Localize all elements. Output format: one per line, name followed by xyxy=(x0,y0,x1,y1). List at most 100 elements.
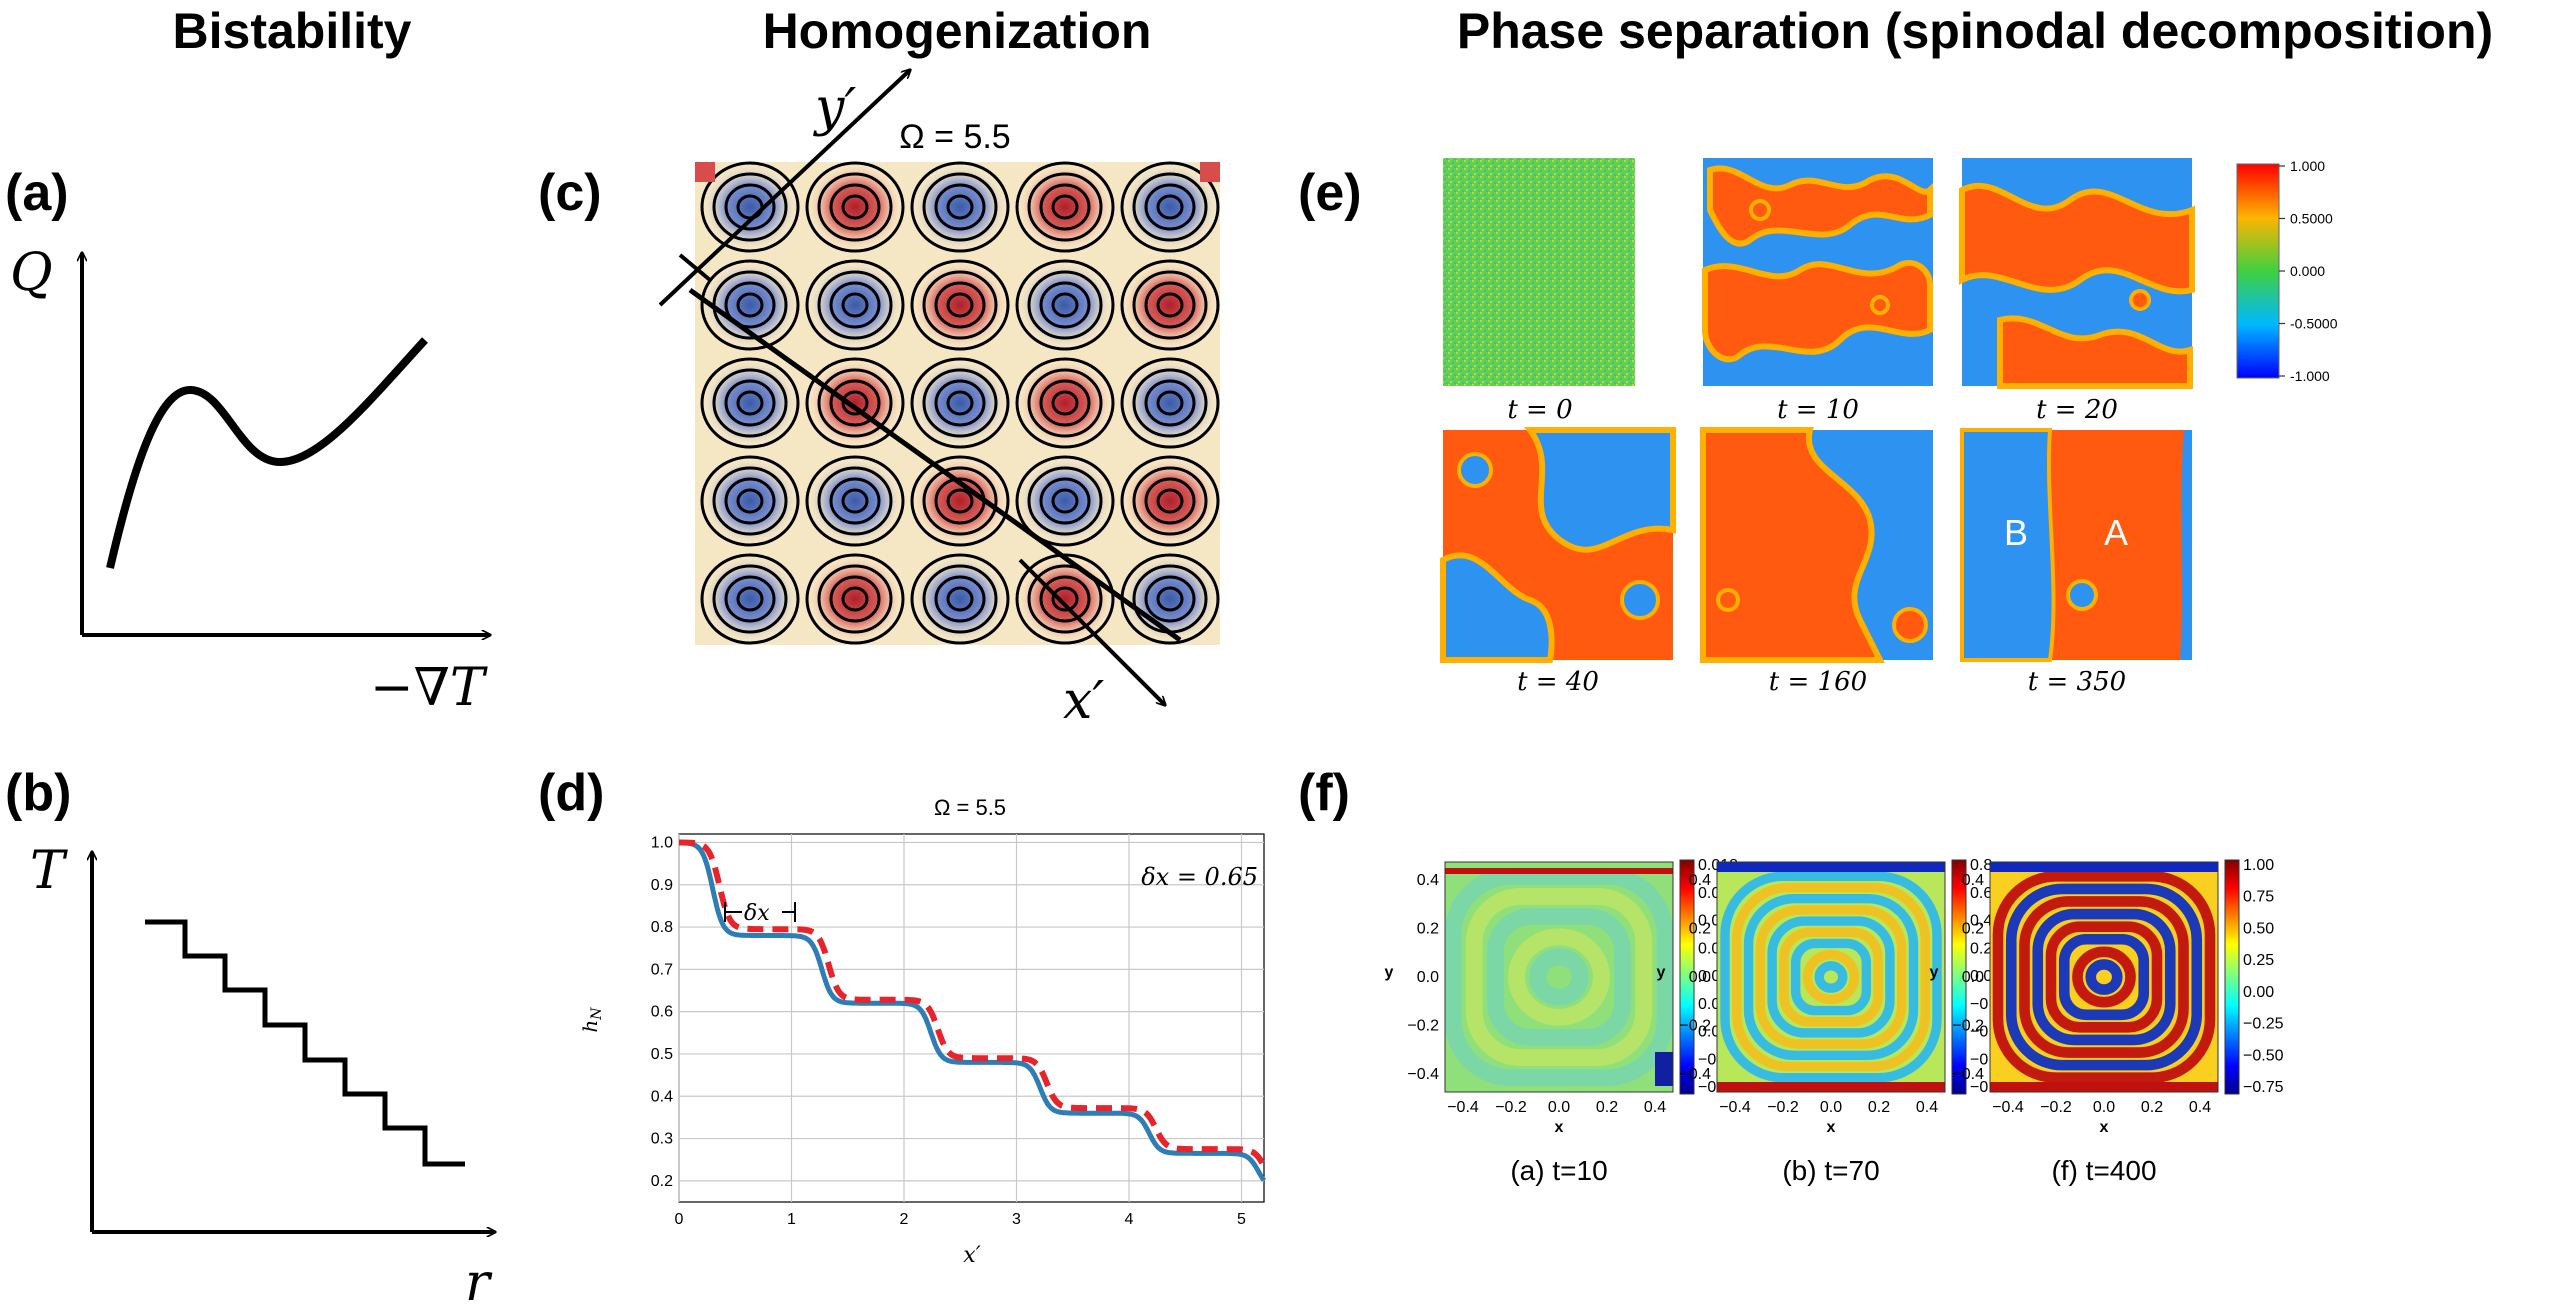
spiral-ring xyxy=(1992,870,2216,1083)
colorbar-f-tick: 0.6 xyxy=(1970,885,1992,902)
colorbar-f xyxy=(1951,859,1967,1095)
spiral-subplot: 0.40.20.0−0.2−0.4−0.4−0.20.00.20.4yx0.01… xyxy=(1385,857,1748,1186)
x-tick-label: −0.4 xyxy=(1719,1099,1751,1116)
section-title-phase-separation: Phase separation (spinodal decomposition… xyxy=(1457,3,2493,59)
corner-fill xyxy=(695,162,715,182)
contour-title: Ω = 5.5 xyxy=(899,118,1010,156)
panel-a: Q −∇T xyxy=(10,243,490,718)
x-tick-label: 0 xyxy=(675,1211,684,1228)
contour-blob xyxy=(700,161,800,253)
panel-label-b: (b) xyxy=(5,764,71,822)
spiral-ring xyxy=(2058,933,2150,1021)
x-tick-label: 3 xyxy=(1012,1211,1021,1228)
contour-blob xyxy=(1120,161,1220,253)
y-tick-label: −0.4 xyxy=(1952,1066,1984,1083)
y-tick-label: −0.2 xyxy=(1679,1018,1711,1035)
x-tick-label: −0.4 xyxy=(1447,1099,1479,1116)
x-tick-label: 0.0 xyxy=(1548,1099,1570,1116)
colorbar-f-tick: 0.00 xyxy=(2243,984,2274,1001)
x-tick-label: −0.2 xyxy=(1495,1099,1527,1116)
x-axis-label: x xyxy=(1827,1119,1836,1136)
contour-blob xyxy=(1120,357,1220,449)
panel-label-e: (e) xyxy=(1298,164,1362,222)
contour-blob xyxy=(700,553,800,645)
axis-x-prime xyxy=(1018,558,1165,705)
colorbar-f xyxy=(2224,859,2240,1095)
y-tick-label: 0.2 xyxy=(651,1173,673,1190)
spiral-ring xyxy=(2032,908,2176,1046)
spiral-ring xyxy=(1767,916,1895,1038)
contour-blob xyxy=(1015,357,1115,449)
spiral-frame xyxy=(1989,861,2219,1093)
line-plot-ticks: 0 1 2 3 4 5 1.0 0.9 0.8 0.7 0.6 0.5 0.4 0.3 0.2 xyxy=(651,834,1246,1228)
y-tick-label: 0.4 xyxy=(651,1088,673,1105)
frame-t40 xyxy=(1440,427,1676,663)
colorbar-e-tick: 0.000 xyxy=(2290,263,2325,279)
line-plot-y-label: hN xyxy=(578,1007,605,1033)
spiral-ring xyxy=(2045,921,2163,1033)
colorbar-f-tick: 0.4 xyxy=(1970,913,1992,930)
colorbar-f xyxy=(1679,859,1695,1095)
panel-b: T r xyxy=(30,841,495,1305)
colorbar-f-tick: −0.25 xyxy=(2243,1016,2284,1033)
staircase xyxy=(145,919,465,1167)
x-tick-label: −0.2 xyxy=(2040,1099,2072,1116)
contour-blob xyxy=(700,259,800,351)
spiral-frame xyxy=(1716,861,1946,1093)
phase-label-a: A xyxy=(2104,512,2128,553)
contour-line-diag xyxy=(688,287,1182,643)
contour-blob xyxy=(700,357,800,449)
spiral-ring xyxy=(1755,905,1907,1049)
colorbar-e-tick: 1.000 xyxy=(2290,158,2325,174)
frame-t0 xyxy=(1443,158,1635,386)
frame-t10 xyxy=(1702,158,1933,386)
x-tick-label: 2 xyxy=(900,1211,909,1228)
contour-blobs xyxy=(695,161,1220,645)
y-tick-label: −0.4 xyxy=(1407,1066,1439,1083)
x-tick-label: 0.2 xyxy=(2141,1099,2163,1116)
y-tick-label: 0.0 xyxy=(1417,969,1439,986)
edge-band xyxy=(1717,862,1945,872)
contour-blob xyxy=(805,455,905,547)
frame-t20 xyxy=(1959,158,2195,389)
contour-blob xyxy=(910,161,1010,253)
colorbar-f-tick: 1.00 xyxy=(2243,857,2274,874)
y-axis-label: y xyxy=(1657,964,1666,981)
spiral-ring xyxy=(1814,961,1848,993)
spiral-ring xyxy=(2019,896,2189,1058)
series-shifted xyxy=(679,839,1267,1168)
panel-e: B A t = 0 t = 10 t = 20 t = 40 t = 160 t… xyxy=(1440,158,2338,697)
line-plot-title: Ω = 5.5 xyxy=(934,795,1006,820)
x-tick-label: 0.4 xyxy=(1916,1099,1938,1116)
spiral-ring xyxy=(1790,938,1872,1016)
contour-blob xyxy=(805,161,905,253)
phase-label-b: B xyxy=(2004,512,2028,553)
time-label-t20: t = 20 xyxy=(2036,395,2118,425)
x-tick-label: 1 xyxy=(787,1211,796,1228)
time-label-t10: t = 10 xyxy=(1777,395,1859,425)
spiral-ring xyxy=(1444,867,1674,1087)
y-tick-label: 0.4 xyxy=(1962,872,1984,889)
colorbar-f-tick: 0.50 xyxy=(2243,920,2274,937)
contour-blob xyxy=(1015,553,1115,645)
y-tick-label: 0.0 xyxy=(1962,969,1984,986)
contour-blob xyxy=(910,259,1010,351)
spiral-ring xyxy=(1720,871,1942,1083)
x-tick-label: 4 xyxy=(1125,1211,1134,1228)
colorbar-e xyxy=(2236,163,2280,379)
spiral-caption: (b) t=70 xyxy=(1782,1155,1879,1186)
spiral-ring xyxy=(1529,948,1589,1006)
y-tick-label: 0.2 xyxy=(1962,921,1984,938)
x-axis-label: x xyxy=(1555,1119,1564,1136)
colorbar-f-tick: 0.0 xyxy=(1970,968,1992,985)
spiral-ring xyxy=(2005,883,2203,1071)
y-tick-label: 1.0 xyxy=(651,834,673,851)
spiral-ring xyxy=(1732,882,1930,1072)
y-tick-label: −0.2 xyxy=(1407,1018,1439,1035)
x-tick-label: 0.0 xyxy=(1820,1099,1842,1116)
contour-blob xyxy=(1015,455,1115,547)
spiral-ring xyxy=(1486,908,1632,1046)
colorbar-f-tick: −0.50 xyxy=(2243,1047,2284,1064)
section-title-bistability: Bistability xyxy=(173,3,412,59)
